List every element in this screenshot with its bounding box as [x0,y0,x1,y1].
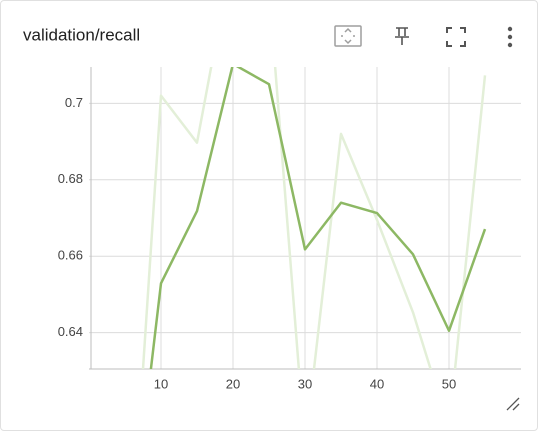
resize-handle[interactable] [506,397,520,411]
x-tick-label: 40 [370,376,384,391]
more-icon[interactable] [507,26,513,48]
x-tick-label: 30 [298,376,312,391]
y-tick-label: 0.66 [58,248,83,263]
x-tick-label: 20 [226,376,240,391]
pin-icon[interactable] [395,27,409,45]
series-line [149,67,487,369]
fit-icon[interactable] [334,25,362,47]
fullscreen-icon[interactable] [446,27,466,47]
x-tick-label: 50 [442,376,456,391]
y-tick-label: 0.64 [58,324,83,339]
y-tick-label: 0.7 [65,95,83,110]
lines [141,67,487,369]
series-line [141,67,487,369]
chart-title: validation/recall [23,25,140,44]
x-tick-label: 10 [154,376,168,391]
y-tick-label: 0.68 [58,171,83,186]
